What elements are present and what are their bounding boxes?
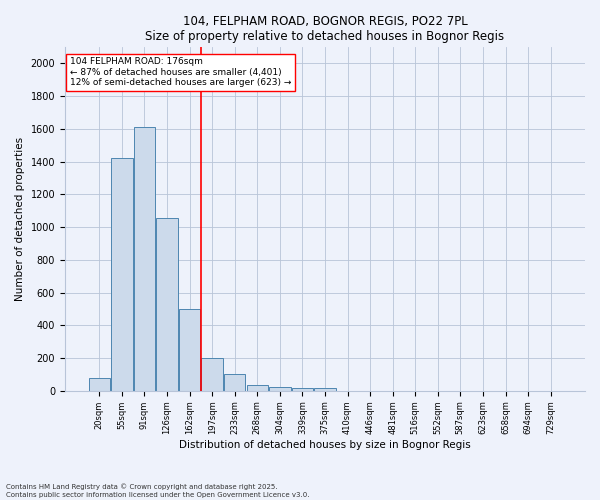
Bar [247,384,268,391]
Bar [111,158,133,391]
Bar [314,388,335,391]
Bar [292,388,313,391]
Bar [89,378,110,391]
Bar [179,309,200,391]
Bar [224,374,245,391]
Bar [156,218,178,391]
Text: 104 FELPHAM ROAD: 176sqm
← 87% of detached houses are smaller (4,401)
12% of sem: 104 FELPHAM ROAD: 176sqm ← 87% of detach… [70,58,292,87]
Y-axis label: Number of detached properties: Number of detached properties [15,137,25,301]
Bar [202,358,223,391]
Bar [134,127,155,391]
Bar [269,387,290,391]
X-axis label: Distribution of detached houses by size in Bognor Regis: Distribution of detached houses by size … [179,440,471,450]
Title: 104, FELPHAM ROAD, BOGNOR REGIS, PO22 7PL
Size of property relative to detached : 104, FELPHAM ROAD, BOGNOR REGIS, PO22 7P… [145,15,505,43]
Text: Contains HM Land Registry data © Crown copyright and database right 2025.
Contai: Contains HM Land Registry data © Crown c… [6,484,310,498]
